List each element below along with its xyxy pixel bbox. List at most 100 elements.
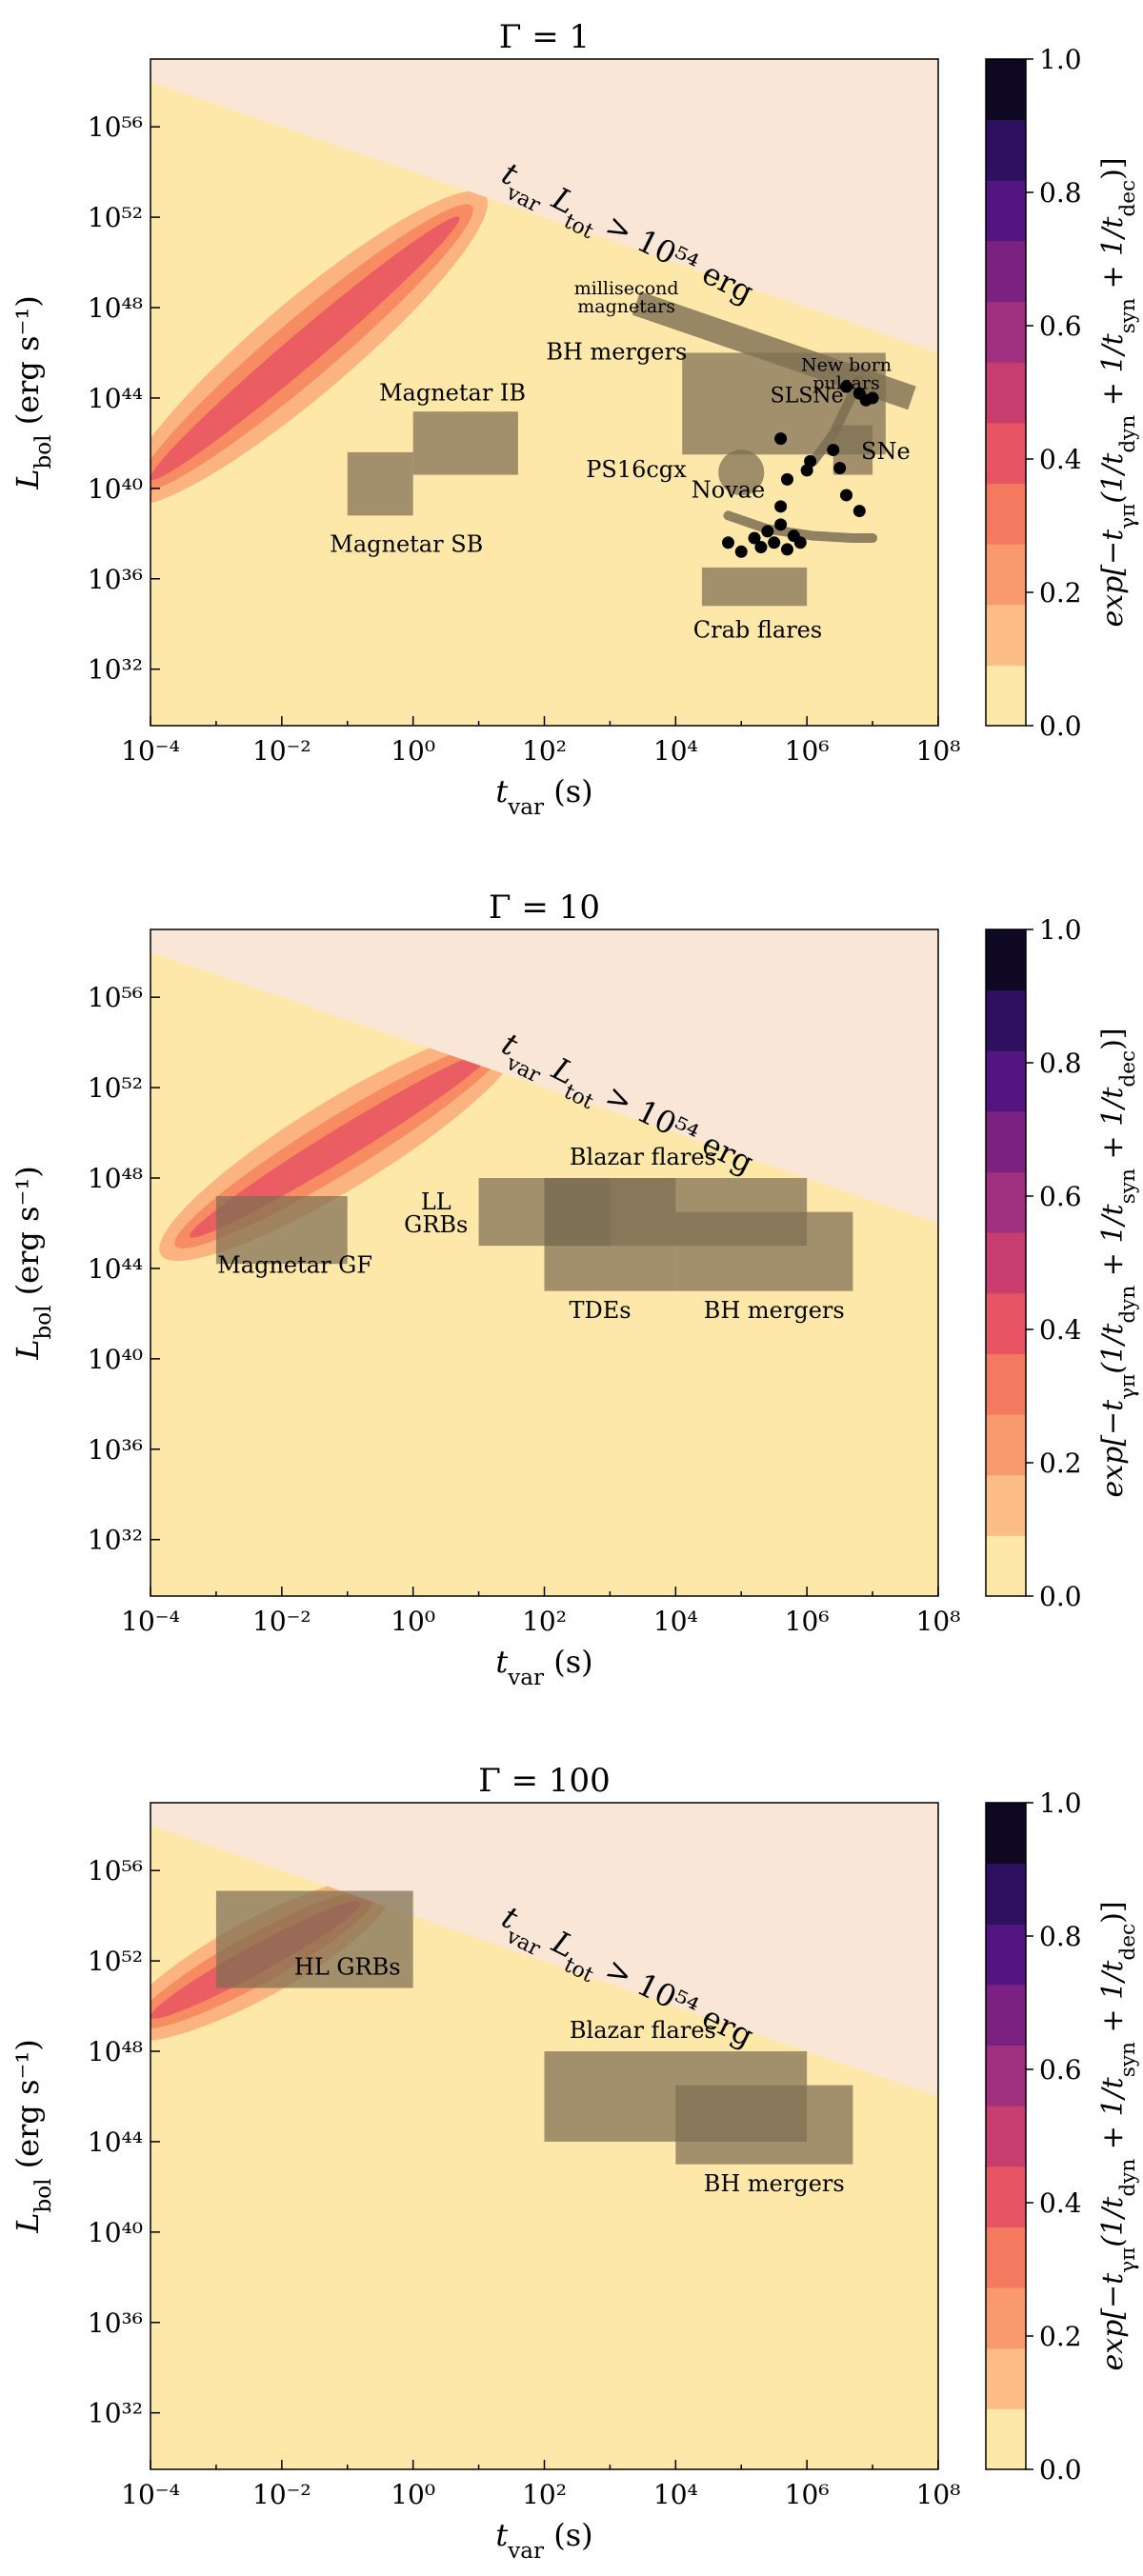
data-point (840, 489, 853, 502)
colorbar-segment (986, 1171, 1026, 1233)
data-point (721, 536, 734, 549)
y-tick-label: 10⁵² (88, 202, 143, 233)
colorbar-segment (986, 1414, 1026, 1476)
data-point (774, 518, 788, 531)
source-label: PS16cgx (586, 456, 687, 483)
data-point (866, 391, 879, 405)
colorbar-tick-label: 0.2 (1039, 2321, 1082, 2352)
chart-panel-2: Magnetar GF LL GRBs Blazar flares TDEs BH mer… (10, 889, 1140, 1690)
source-box (701, 567, 808, 607)
colorbar-segment (986, 422, 1026, 484)
colorbar-segment (986, 1535, 1026, 1597)
y-tick-label: 10⁴⁰ (88, 1344, 143, 1375)
colorbar-segment (986, 1232, 1026, 1294)
y-tick-label: 10⁴⁰ (88, 2217, 143, 2248)
colorbar-segment (986, 2106, 1026, 2167)
colorbar-segment (986, 240, 1026, 303)
x-tick-label: 10⁴ (653, 735, 698, 767)
y-tick-label: 10³² (88, 2398, 143, 2429)
panel-title: Γ = 1 (499, 18, 590, 56)
y-tick-label: 10³⁶ (88, 1434, 143, 1466)
x-tick-label: 10⁰ (391, 1606, 435, 1637)
x-tick-label: 10² (522, 735, 567, 767)
colorbar-frame (985, 929, 1027, 1597)
colorbar-segment (986, 2408, 1026, 2470)
data-point (780, 543, 793, 556)
colorbar-segment (986, 2287, 1026, 2349)
source-box (215, 1196, 348, 1265)
x-tick-label: 10⁻⁴ (121, 735, 180, 767)
data-point (768, 536, 781, 549)
colorbar-label: exp[−tγπ(1/tdyn + 1/tsyn + 1/tdec)] (1096, 1028, 1140, 1497)
excluded-region-overlay (150, 59, 938, 353)
data-point (804, 454, 817, 468)
data-point (840, 380, 853, 393)
colorbar-label: exp[−tγπ(1/tdyn + 1/tsyn + 1/tdec)] (1096, 1901, 1140, 2370)
source-label: SLSNe (771, 385, 844, 409)
panel-title: Γ = 100 (478, 1762, 611, 1800)
x-tick-label: 10⁰ (391, 735, 435, 767)
source-label: BH mergers (546, 339, 687, 366)
chart-panel-1: Magnetar SB Magnetar IB BH mergers SNe Crab … (10, 18, 1140, 820)
contour-level-3 (150, 216, 460, 480)
colorbar-segment (986, 1050, 1026, 1112)
x-tick-label: 10⁶ (785, 2479, 830, 2510)
colorbar-segment (986, 929, 1026, 991)
source-label: Novae (692, 476, 766, 503)
y-tick-label: 10⁵⁶ (88, 982, 143, 1013)
y-tick-label: 10⁴⁸ (88, 1163, 143, 1194)
colorbar-tick-label: 0.8 (1039, 1921, 1082, 1952)
source-label: LL GRBs (404, 1188, 468, 1238)
colorbar-segment (986, 119, 1026, 181)
y-tick-label: 10³² (88, 654, 143, 686)
x-tick-label: 10⁻² (252, 1606, 311, 1637)
y-tick-label: 10⁵² (88, 1946, 143, 1977)
source-label: BH mergers (704, 1297, 845, 1324)
x-tick-label: 10⁻⁴ (121, 1606, 180, 1637)
colorbar-segment (986, 544, 1026, 606)
colorbar-tick-label: 1.0 (1039, 914, 1082, 946)
colorbar-tick-label: 0.2 (1039, 577, 1082, 609)
source-label: HL GRBs (294, 1953, 401, 1980)
colorbar-segment (986, 301, 1026, 363)
colorbar: 0.0 0.2 0.4 0.6 0.8 1.0 exp[−tγπ(1/tdyn + 1/ts… (985, 914, 1140, 1612)
colorbar-tick-label: 1.0 (1039, 44, 1082, 75)
y-tick-label: 10³² (88, 1525, 143, 1556)
panel-title: Γ = 10 (489, 889, 600, 927)
y-tick-label: 10⁴⁴ (88, 2127, 143, 2158)
data-point (748, 531, 761, 545)
colorbar-segment (986, 180, 1026, 242)
data-point (780, 472, 793, 486)
x-tick-label: 10⁻⁴ (121, 2479, 180, 2510)
colorbar-segment (986, 604, 1026, 666)
colorbar-segment (986, 1110, 1026, 1173)
x-tick-label: 10⁸ (916, 1606, 961, 1637)
colorbar-tick-label: 0.0 (1039, 1581, 1082, 1612)
plot-area: Magnetar GF LL GRBs Blazar flares TDEs BH mer… (150, 929, 938, 1596)
source-label: SNe (861, 438, 911, 465)
colorbar-segment (986, 1984, 1026, 2047)
colorbar-tick-label: 0.6 (1039, 2054, 1082, 2086)
source-box (412, 411, 518, 475)
source-box (347, 451, 413, 516)
data-point (734, 545, 748, 558)
source-label: New born pulsars (801, 354, 892, 393)
colorbar-segment (986, 2045, 1026, 2107)
y-tick-label: 10⁵² (88, 1072, 143, 1104)
colorbar-segment (986, 2347, 1026, 2409)
source-label: TDEs (570, 1297, 632, 1324)
source-label: Magnetar IB (379, 379, 526, 406)
source-circle (718, 449, 765, 496)
plot-area: Magnetar SB Magnetar IB BH mergers SNe Crab … (150, 59, 938, 726)
colorbar-segment (986, 1474, 1026, 1536)
colorbar-tick-label: 0.4 (1039, 444, 1082, 475)
colorbar-segment (986, 362, 1026, 424)
source-label: BH mergers (704, 2170, 845, 2197)
source-label: Crab flares (693, 616, 822, 643)
colorbar-segment (986, 989, 1026, 1051)
y-axis-label: Lbol (erg s⁻¹) (10, 2039, 56, 2233)
source-band (632, 290, 916, 410)
y-tick-label: 10³⁶ (88, 564, 143, 595)
